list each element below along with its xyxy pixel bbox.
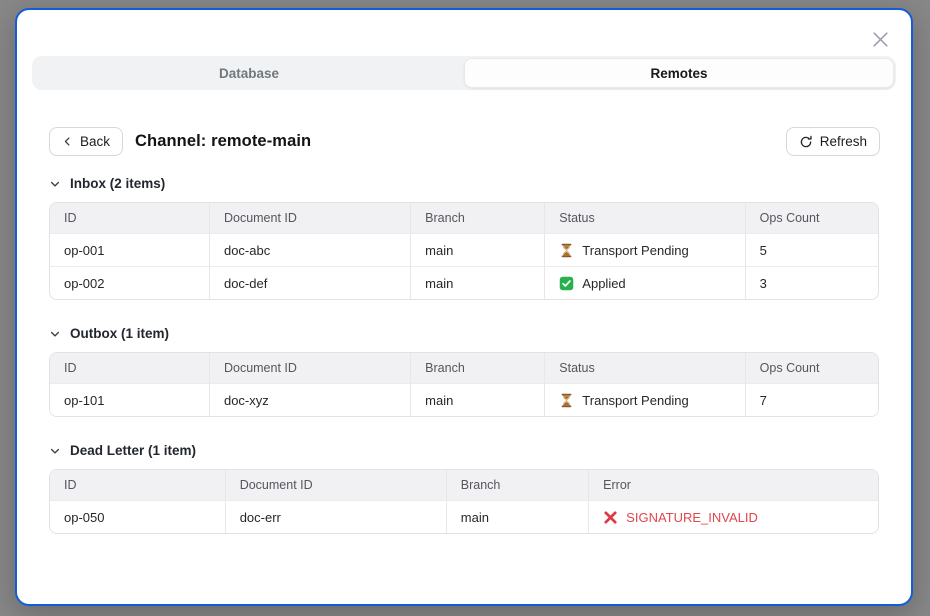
channel-toolbar: Back Channel: remote-main Refresh — [49, 127, 880, 156]
table-cell: doc-def — [208, 267, 410, 299]
table: ID Document ID Branch Status Ops Count op-101… — [49, 352, 879, 417]
table-row: op-002 doc-def main Applied 3 — [50, 266, 878, 299]
table-cell: op-101 — [64, 392, 105, 408]
chevron-left-icon — [62, 136, 73, 147]
section: Outbox (1 item) ID Document ID Branch Status… — [49, 326, 879, 417]
section-toggle[interactable]: Outbox (1 item) — [49, 326, 879, 341]
hourglass-icon — [559, 393, 574, 408]
table-cell: doc-err — [224, 501, 446, 533]
channel-dialog: Database Remotes Back Channel: remote-ma… — [15, 8, 913, 606]
sections-container: Inbox (2 items) ID Document ID Branch Status… — [17, 176, 911, 534]
column-header: Branch — [410, 353, 544, 383]
table-cell: Transport Pending — [544, 234, 744, 266]
table-cell: main — [410, 384, 544, 416]
column-header: Ops Count — [744, 353, 878, 383]
chevron-down-icon — [49, 328, 61, 340]
section: Inbox (2 items) ID Document ID Branch Status… — [49, 176, 879, 300]
back-button[interactable]: Back — [49, 127, 124, 156]
table-header-row: ID Document ID Branch Status Ops Count — [50, 353, 878, 383]
status-text: Transport Pending — [582, 392, 689, 408]
column-header: Ops Count — [744, 203, 878, 233]
column-header: ID — [64, 478, 77, 492]
chevron-down-icon — [49, 445, 61, 457]
column-header: Status — [544, 203, 744, 233]
status-text: Transport Pending — [582, 242, 689, 258]
table-header: ID Document ID Branch Status Ops Count — [50, 353, 878, 383]
chevron-down-icon — [49, 178, 61, 190]
back-button-label: Back — [80, 134, 111, 149]
column-header: Document ID — [208, 353, 410, 383]
table-cell: 3 — [744, 267, 878, 299]
table-cell: op-002 — [64, 275, 105, 291]
table-body: op-001 doc-abc main Transport Pending 5 op-00… — [50, 233, 878, 299]
column-header: Document ID — [224, 470, 446, 500]
refresh-button[interactable]: Refresh — [785, 127, 880, 156]
section-toggle[interactable]: Dead Letter (1 item) — [49, 443, 879, 458]
column-header: Branch — [410, 203, 544, 233]
check-icon — [559, 276, 574, 291]
table-header-row: ID Document ID Branch Error — [50, 470, 878, 500]
refresh-button-label: Refresh — [819, 134, 867, 149]
section-title: Outbox (1 item) — [70, 326, 170, 341]
table: ID Document ID Branch Error op-050 doc-err mai… — [49, 469, 879, 534]
table-cell: SIGNATURE_INVALID — [588, 501, 878, 533]
x-icon — [603, 510, 618, 525]
column-header: ID — [64, 211, 77, 225]
section: Dead Letter (1 item) ID Document ID Branch E… — [49, 443, 879, 534]
section-title: Dead Letter (1 item) — [70, 443, 197, 458]
column-header: Document ID — [208, 203, 410, 233]
close-button[interactable] — [867, 26, 893, 52]
table-body: op-050 doc-err main SIGNATURE_INVALID — [50, 500, 878, 533]
table-cell: main — [445, 501, 588, 533]
column-header: Status — [544, 353, 744, 383]
table-row: op-001 doc-abc main Transport Pending 5 — [50, 233, 878, 266]
table-header: ID Document ID Branch Error — [50, 470, 878, 500]
hourglass-icon — [559, 243, 574, 258]
column-header: ID — [64, 361, 77, 375]
table: ID Document ID Branch Status Ops Count op-001… — [49, 202, 879, 300]
page-title: Channel: remote-main — [135, 132, 312, 150]
table-cell: 7 — [744, 384, 878, 416]
table-cell: main — [410, 267, 544, 299]
table-body: op-101 doc-xyz main Transport Pending 7 — [50, 383, 878, 416]
tab-database[interactable]: Database — [218, 65, 280, 81]
tab-bar: Database Remotes — [32, 56, 896, 90]
table-row: op-101 doc-xyz main Transport Pending 7 — [50, 383, 878, 416]
table-header-row: ID Document ID Branch Status Ops Count — [50, 203, 878, 233]
table-cell: 5 — [744, 234, 878, 266]
tab-remotes[interactable]: Remotes — [464, 58, 894, 88]
table-cell: op-050 — [64, 509, 105, 525]
status-text: Applied — [582, 275, 626, 291]
status-text: SIGNATURE_INVALID — [626, 509, 758, 525]
refresh-icon — [799, 135, 813, 149]
table-cell: Applied — [544, 267, 744, 299]
section-toggle[interactable]: Inbox (2 items) — [49, 176, 879, 191]
table-row: op-050 doc-err main SIGNATURE_INVALID — [50, 500, 878, 533]
table-cell: main — [410, 234, 544, 266]
table-header: ID Document ID Branch Status Ops Count — [50, 203, 878, 233]
close-icon — [870, 29, 891, 50]
table-cell: op-001 — [64, 242, 105, 258]
section-title: Inbox (2 items) — [70, 176, 166, 191]
column-header: Error — [588, 470, 878, 500]
table-cell: doc-abc — [208, 234, 410, 266]
column-header: Branch — [445, 470, 588, 500]
table-cell: Transport Pending — [544, 384, 744, 416]
table-cell: doc-xyz — [208, 384, 410, 416]
